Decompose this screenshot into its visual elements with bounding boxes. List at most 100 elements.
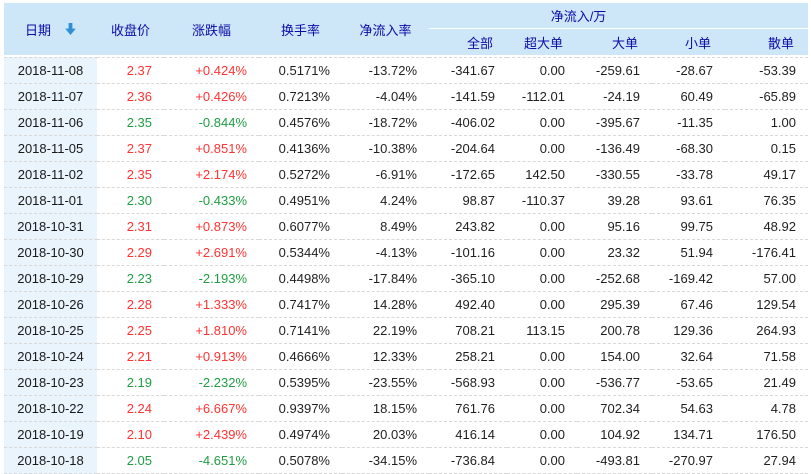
cell-net-inflow-large: 104.92 <box>577 422 652 448</box>
col-header-close[interactable]: 收盘价 <box>97 3 164 57</box>
cell-change-pct: +1.810% <box>164 318 259 344</box>
cell-date: 2018-11-02 <box>4 162 97 188</box>
cell-close: 2.35 <box>97 162 164 188</box>
col-header-turnover-rate[interactable]: 换手率 <box>259 3 342 57</box>
daily-fund-flow-table: 日期 收盘价 涨跌幅 换手率 净流入率 净流入/万 全部 超大单 <box>4 3 808 474</box>
col-header-super-large[interactable]: 超大单 <box>507 29 577 57</box>
cell-net-inflow-retail: 1.00 <box>725 110 808 136</box>
cell-net-inflow-retail: 48.92 <box>725 214 808 240</box>
cell-date: 2018-10-25 <box>4 318 97 344</box>
cell-net-inflow-all: 416.14 <box>429 422 507 448</box>
col-header-all[interactable]: 全部 <box>429 29 507 57</box>
cell-close: 2.30 <box>97 188 164 214</box>
cell-net-inflow-super-large: 0.00 <box>507 292 577 318</box>
cell-net-inflow-super-large: 0.00 <box>507 370 577 396</box>
cell-net-inflow-retail: 176.50 <box>725 422 808 448</box>
cell-turnover-rate: 0.5078% <box>259 448 342 474</box>
cell-net-inflow-all: -568.93 <box>429 370 507 396</box>
col-header-date[interactable]: 日期 <box>4 3 97 57</box>
cell-net-inflow-super-large: 0.00 <box>507 110 577 136</box>
cell-net-inflow-large: -252.68 <box>577 266 652 292</box>
cell-net-inflow-all: -736.84 <box>429 448 507 474</box>
cell-date: 2018-10-31 <box>4 214 97 240</box>
cell-close: 2.37 <box>97 136 164 162</box>
cell-date: 2018-10-18 <box>4 448 97 474</box>
table-row: 2018-10-19 2.10 +2.439% 0.4974% 20.03% 416.14… <box>4 422 808 448</box>
cell-date: 2018-10-19 <box>4 422 97 448</box>
cell-close: 2.29 <box>97 240 164 266</box>
cell-turnover-rate: 0.5395% <box>259 370 342 396</box>
table-body: 2018-11-08 2.37 +0.424% 0.5171% -13.72% -341.… <box>4 57 808 474</box>
col-header-large[interactable]: 大单 <box>577 29 652 57</box>
cell-date: 2018-10-23 <box>4 370 97 396</box>
cell-change-pct: -0.844% <box>164 110 259 136</box>
cell-net-inflow-all: -406.02 <box>429 110 507 136</box>
cell-net-inflow-super-large: 0.00 <box>507 344 577 370</box>
col-header-net-inflow-rate[interactable]: 净流入率 <box>342 3 429 57</box>
table-row: 2018-10-23 2.19 -2.232% 0.5395% -23.55% -568.… <box>4 370 808 396</box>
sort-desc-icon[interactable] <box>65 23 76 35</box>
cell-close: 2.35 <box>97 110 164 136</box>
cell-net-inflow-all: 761.76 <box>429 396 507 422</box>
col-header-change-pct[interactable]: 涨跌幅 <box>164 3 259 57</box>
cell-net-inflow-small: 60.49 <box>652 84 725 110</box>
cell-net-inflow-all: -204.64 <box>429 136 507 162</box>
cell-net-inflow-small: 99.75 <box>652 214 725 240</box>
cell-net-inflow-retail: 0.15 <box>725 136 808 162</box>
cell-net-inflow-large: -259.61 <box>577 57 652 84</box>
cell-net-inflow-small: -11.35 <box>652 110 725 136</box>
cell-net-inflow-small: 134.71 <box>652 422 725 448</box>
cell-net-inflow-rate: 8.49% <box>342 214 429 240</box>
cell-change-pct: -2.232% <box>164 370 259 396</box>
cell-net-inflow-large: 23.32 <box>577 240 652 266</box>
cell-change-pct: -4.651% <box>164 448 259 474</box>
table-row: 2018-10-25 2.25 +1.810% 0.7141% 22.19% 708.21… <box>4 318 808 344</box>
col-group-net-inflow: 净流入/万 <box>429 3 808 29</box>
cell-net-inflow-retail: 76.35 <box>725 188 808 214</box>
cell-net-inflow-all: -101.16 <box>429 240 507 266</box>
cell-net-inflow-super-large: 113.15 <box>507 318 577 344</box>
table-row: 2018-10-24 2.21 +0.913% 0.4666% 12.33% 258.21… <box>4 344 808 370</box>
cell-net-inflow-large: 95.16 <box>577 214 652 240</box>
cell-change-pct: +2.174% <box>164 162 259 188</box>
cell-net-inflow-all: -365.10 <box>429 266 507 292</box>
col-header-small[interactable]: 小单 <box>652 29 725 57</box>
cell-net-inflow-large: 702.34 <box>577 396 652 422</box>
cell-change-pct: +2.691% <box>164 240 259 266</box>
cell-net-inflow-retail: -176.41 <box>725 240 808 266</box>
cell-net-inflow-rate: -23.55% <box>342 370 429 396</box>
cell-net-inflow-super-large: 0.00 <box>507 266 577 292</box>
cell-close: 2.24 <box>97 396 164 422</box>
cell-change-pct: +0.426% <box>164 84 259 110</box>
cell-close: 2.37 <box>97 57 164 84</box>
cell-change-pct: -2.193% <box>164 266 259 292</box>
cell-net-inflow-rate: -17.84% <box>342 266 429 292</box>
cell-turnover-rate: 0.4576% <box>259 110 342 136</box>
cell-net-inflow-rate: 12.33% <box>342 344 429 370</box>
cell-net-inflow-super-large: 0.00 <box>507 396 577 422</box>
cell-change-pct: +1.333% <box>164 292 259 318</box>
cell-net-inflow-small: -68.30 <box>652 136 725 162</box>
cell-date: 2018-10-24 <box>4 344 97 370</box>
cell-turnover-rate: 0.4498% <box>259 266 342 292</box>
cell-change-pct: +6.667% <box>164 396 259 422</box>
cell-net-inflow-all: -172.65 <box>429 162 507 188</box>
cell-net-inflow-retail: -65.89 <box>725 84 808 110</box>
col-header-retail[interactable]: 散单 <box>725 29 808 57</box>
cell-net-inflow-small: 32.64 <box>652 344 725 370</box>
cell-net-inflow-super-large: 0.00 <box>507 448 577 474</box>
cell-change-pct: +2.439% <box>164 422 259 448</box>
cell-net-inflow-rate: -18.72% <box>342 110 429 136</box>
cell-date: 2018-10-22 <box>4 396 97 422</box>
cell-turnover-rate: 0.7141% <box>259 318 342 344</box>
cell-net-inflow-retail: 57.00 <box>725 266 808 292</box>
cell-net-inflow-retail: 27.94 <box>725 448 808 474</box>
cell-net-inflow-all: 492.40 <box>429 292 507 318</box>
cell-net-inflow-retail: -53.39 <box>725 57 808 84</box>
cell-change-pct: +0.873% <box>164 214 259 240</box>
cell-net-inflow-retail: 49.17 <box>725 162 808 188</box>
cell-net-inflow-rate: -6.91% <box>342 162 429 188</box>
cell-net-inflow-super-large: -112.01 <box>507 84 577 110</box>
cell-close: 2.23 <box>97 266 164 292</box>
cell-close: 2.31 <box>97 214 164 240</box>
